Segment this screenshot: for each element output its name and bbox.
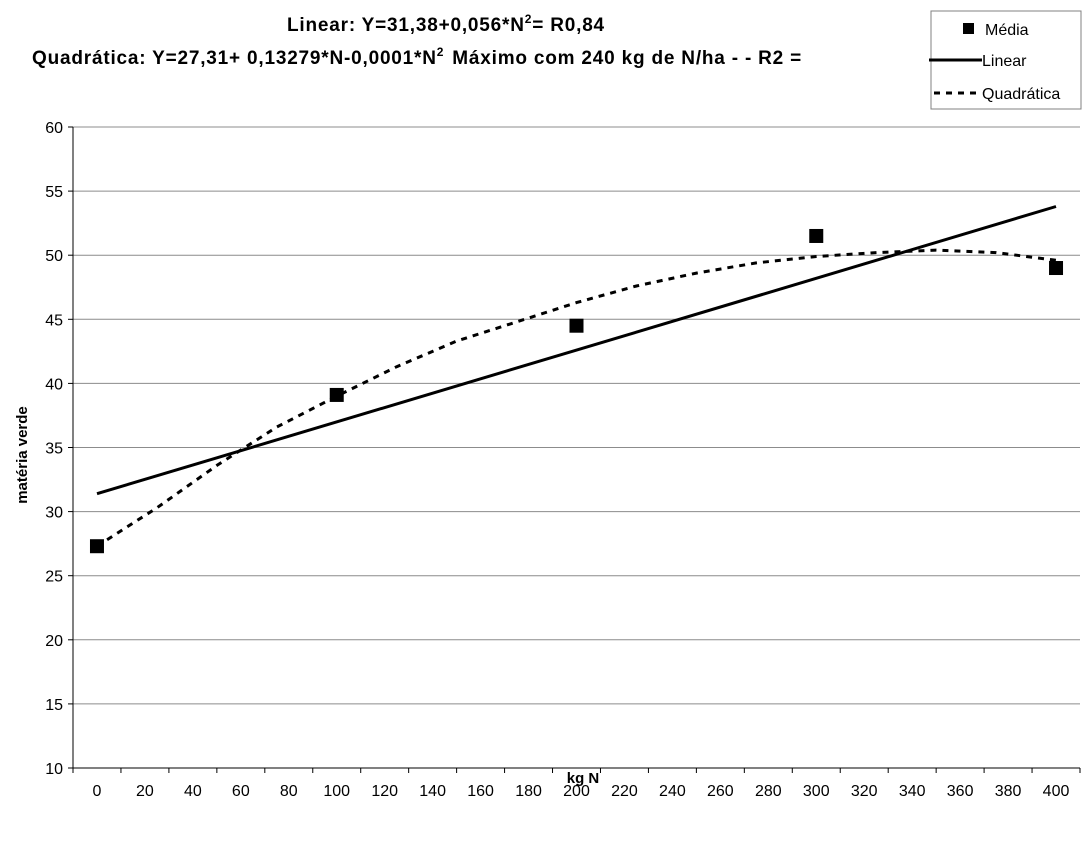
x-tick-label: 180 (515, 783, 542, 800)
x-tick-label: 60 (232, 783, 250, 800)
y-tick-label: 40 (45, 376, 63, 393)
y-tick-label: 25 (45, 569, 63, 586)
y-tick-label: 10 (45, 761, 63, 778)
y-tick-label: 55 (45, 184, 63, 201)
data-point-media (569, 318, 584, 333)
x-tick-label: 20 (136, 783, 154, 800)
y-axis-label: matéria verde (14, 406, 31, 504)
y-tick-label: 35 (45, 441, 63, 458)
data-point-media (329, 387, 344, 402)
series-marks (89, 205, 1064, 554)
x-tick-label: 0 (93, 783, 102, 800)
x-tick-label: 320 (851, 783, 878, 800)
x-tick-label: 120 (371, 783, 398, 800)
y-tick-label: 30 (45, 505, 63, 522)
legend-label-media: Média (985, 22, 1029, 39)
x-tick-label: 80 (280, 783, 298, 800)
x-tick-label: 160 (467, 783, 494, 800)
legend-label-linear: Linear (982, 53, 1027, 70)
x-tick-label: 200 (563, 783, 590, 800)
x-tick-label: 300 (803, 783, 830, 800)
y-tick-label: 60 (45, 120, 63, 137)
data-point-media (809, 228, 824, 243)
x-tick-label: 280 (755, 783, 782, 800)
legend-marker-media (963, 23, 974, 34)
y-tick-labels: 10 15 20 25 30 35 40 45 50 55 60 (45, 120, 63, 778)
x-tick-label: 220 (611, 783, 638, 800)
chart-title-line2: Quadrática: Y=27,31+ 0,13279*N-0,0001*N2… (32, 45, 802, 69)
legend: Média Linear Quadrática (929, 10, 1082, 110)
series-line-quadrtica (96, 248, 1057, 548)
data-point-media (89, 539, 104, 554)
x-tick-label: 240 (659, 783, 686, 800)
x-tick-labels: 0 20 40 60 80 100 120 140 160 180 200 220 240 260 280 3… (93, 783, 1070, 800)
x-tick-label: 40 (184, 783, 202, 800)
x-tick-label: 400 (1043, 783, 1070, 800)
y-tick-label: 15 (45, 697, 63, 714)
x-tick-label: 260 (707, 783, 734, 800)
x-tick-label: 340 (899, 783, 926, 800)
x-tick-label: 360 (947, 783, 974, 800)
legend-label-quadratica: Quadrática (982, 86, 1060, 103)
data-point-media (1049, 261, 1064, 276)
x-tick-label: 380 (995, 783, 1022, 800)
y-tick-label: 50 (45, 248, 63, 265)
x-axis-label: kg N (567, 770, 600, 787)
x-tick-label: 100 (323, 783, 350, 800)
chart-title-line1: Linear: Y=31,38+0,056*N2= R0,84 (287, 12, 605, 36)
x-tick-label: 140 (419, 783, 446, 800)
grid-lines (73, 126, 1080, 769)
y-tick-label: 45 (45, 312, 63, 329)
axes (68, 126, 1081, 773)
series-line-linear (96, 205, 1057, 496)
y-tick-label: 20 (45, 633, 63, 650)
